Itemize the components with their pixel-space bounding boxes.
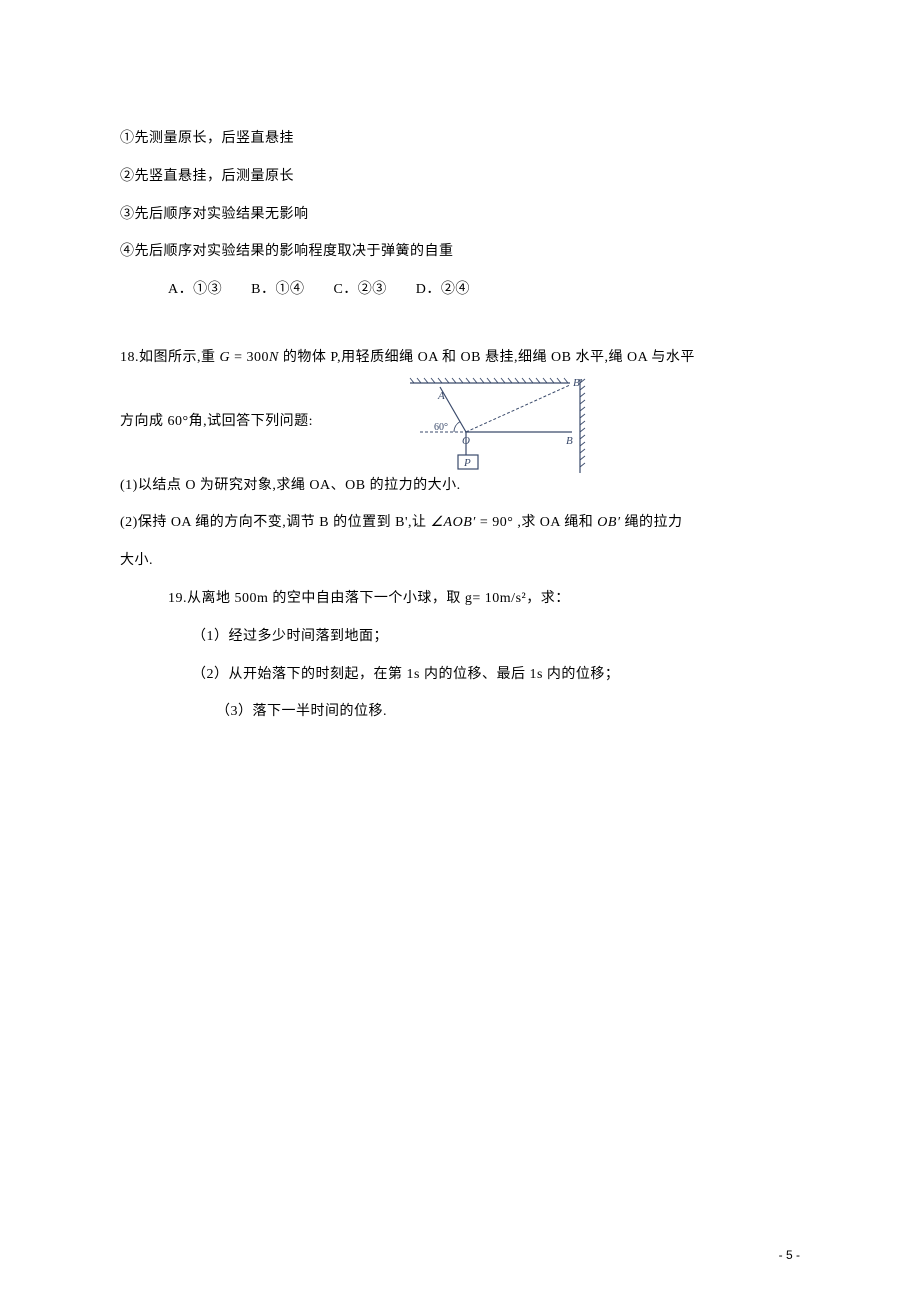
q19-intro: 19.从离地 500m 的空中自由落下一个小球，取 g= 10m/s²，求： bbox=[120, 580, 800, 618]
q19-sub3: （3）落下一半时间的位移. bbox=[120, 693, 800, 731]
page-number: - 5 - bbox=[779, 1248, 800, 1262]
svg-text:B: B bbox=[566, 435, 573, 447]
q18-OBprime: OB′ bbox=[597, 515, 620, 530]
q18-sub2-c: 绳的拉力 bbox=[621, 515, 683, 530]
q18-angle: ∠AOB′ bbox=[430, 515, 475, 530]
q18-intro1-a: 18.如图所示,重 bbox=[120, 350, 220, 365]
q18-eq: = 300 bbox=[230, 350, 269, 365]
q18-G: G bbox=[220, 350, 231, 365]
q18-block: 18.如图所示,重 G = 300N 的物体 P,用轻质细绳 OA 和 OB 悬… bbox=[120, 339, 800, 580]
q17-option-2: ②先竖直悬挂，后测量原长 bbox=[120, 158, 800, 196]
svg-text:B': B' bbox=[573, 377, 583, 389]
q18-sub2-b: ,求 OA 绳和 bbox=[513, 515, 597, 530]
q18-N: N bbox=[269, 350, 279, 365]
q18-sub2-a: (2)保持 OA 绳的方向不变,调节 B 的位置到 B',让 bbox=[120, 515, 430, 530]
q17-option-4: ④先后顺序对实验结果的影响程度取决于弹簧的自重 bbox=[120, 233, 800, 271]
q17-choices: A．①③ B．①④ C．②③ D．②④ bbox=[120, 271, 800, 309]
q18-sub2-line1: (2)保持 OA 绳的方向不变,调节 B 的位置到 B',让 ∠AOB′ = 9… bbox=[120, 504, 800, 542]
svg-text:60°: 60° bbox=[434, 422, 448, 433]
q19-sub1: （1）经过多少时间落到地面； bbox=[120, 618, 800, 656]
svg-text:A: A bbox=[437, 390, 445, 402]
q18-diagram: A O B B' P 60° bbox=[400, 377, 600, 477]
q18-sub2-line2: 大小. bbox=[120, 542, 800, 580]
svg-text:O: O bbox=[462, 435, 470, 447]
q17-option-3: ③先后顺序对实验结果无影响 bbox=[120, 196, 800, 234]
q18-sub2-eq: = 90° bbox=[476, 515, 514, 530]
q19-sub2: （2）从开始落下的时刻起，在第 1s 内的位移、最后 1s 内的位移； bbox=[120, 656, 800, 694]
q18-intro-line1: 18.如图所示,重 G = 300N 的物体 P,用轻质细绳 OA 和 OB 悬… bbox=[120, 339, 800, 377]
svg-text:P: P bbox=[463, 457, 471, 469]
q17-option-1: ①先测量原长，后竖直悬挂 bbox=[120, 120, 800, 158]
q18-intro1-b: 的物体 P,用轻质细绳 OA 和 OB 悬挂,细绳 OB 水平,绳 OA 与水平 bbox=[279, 350, 695, 365]
